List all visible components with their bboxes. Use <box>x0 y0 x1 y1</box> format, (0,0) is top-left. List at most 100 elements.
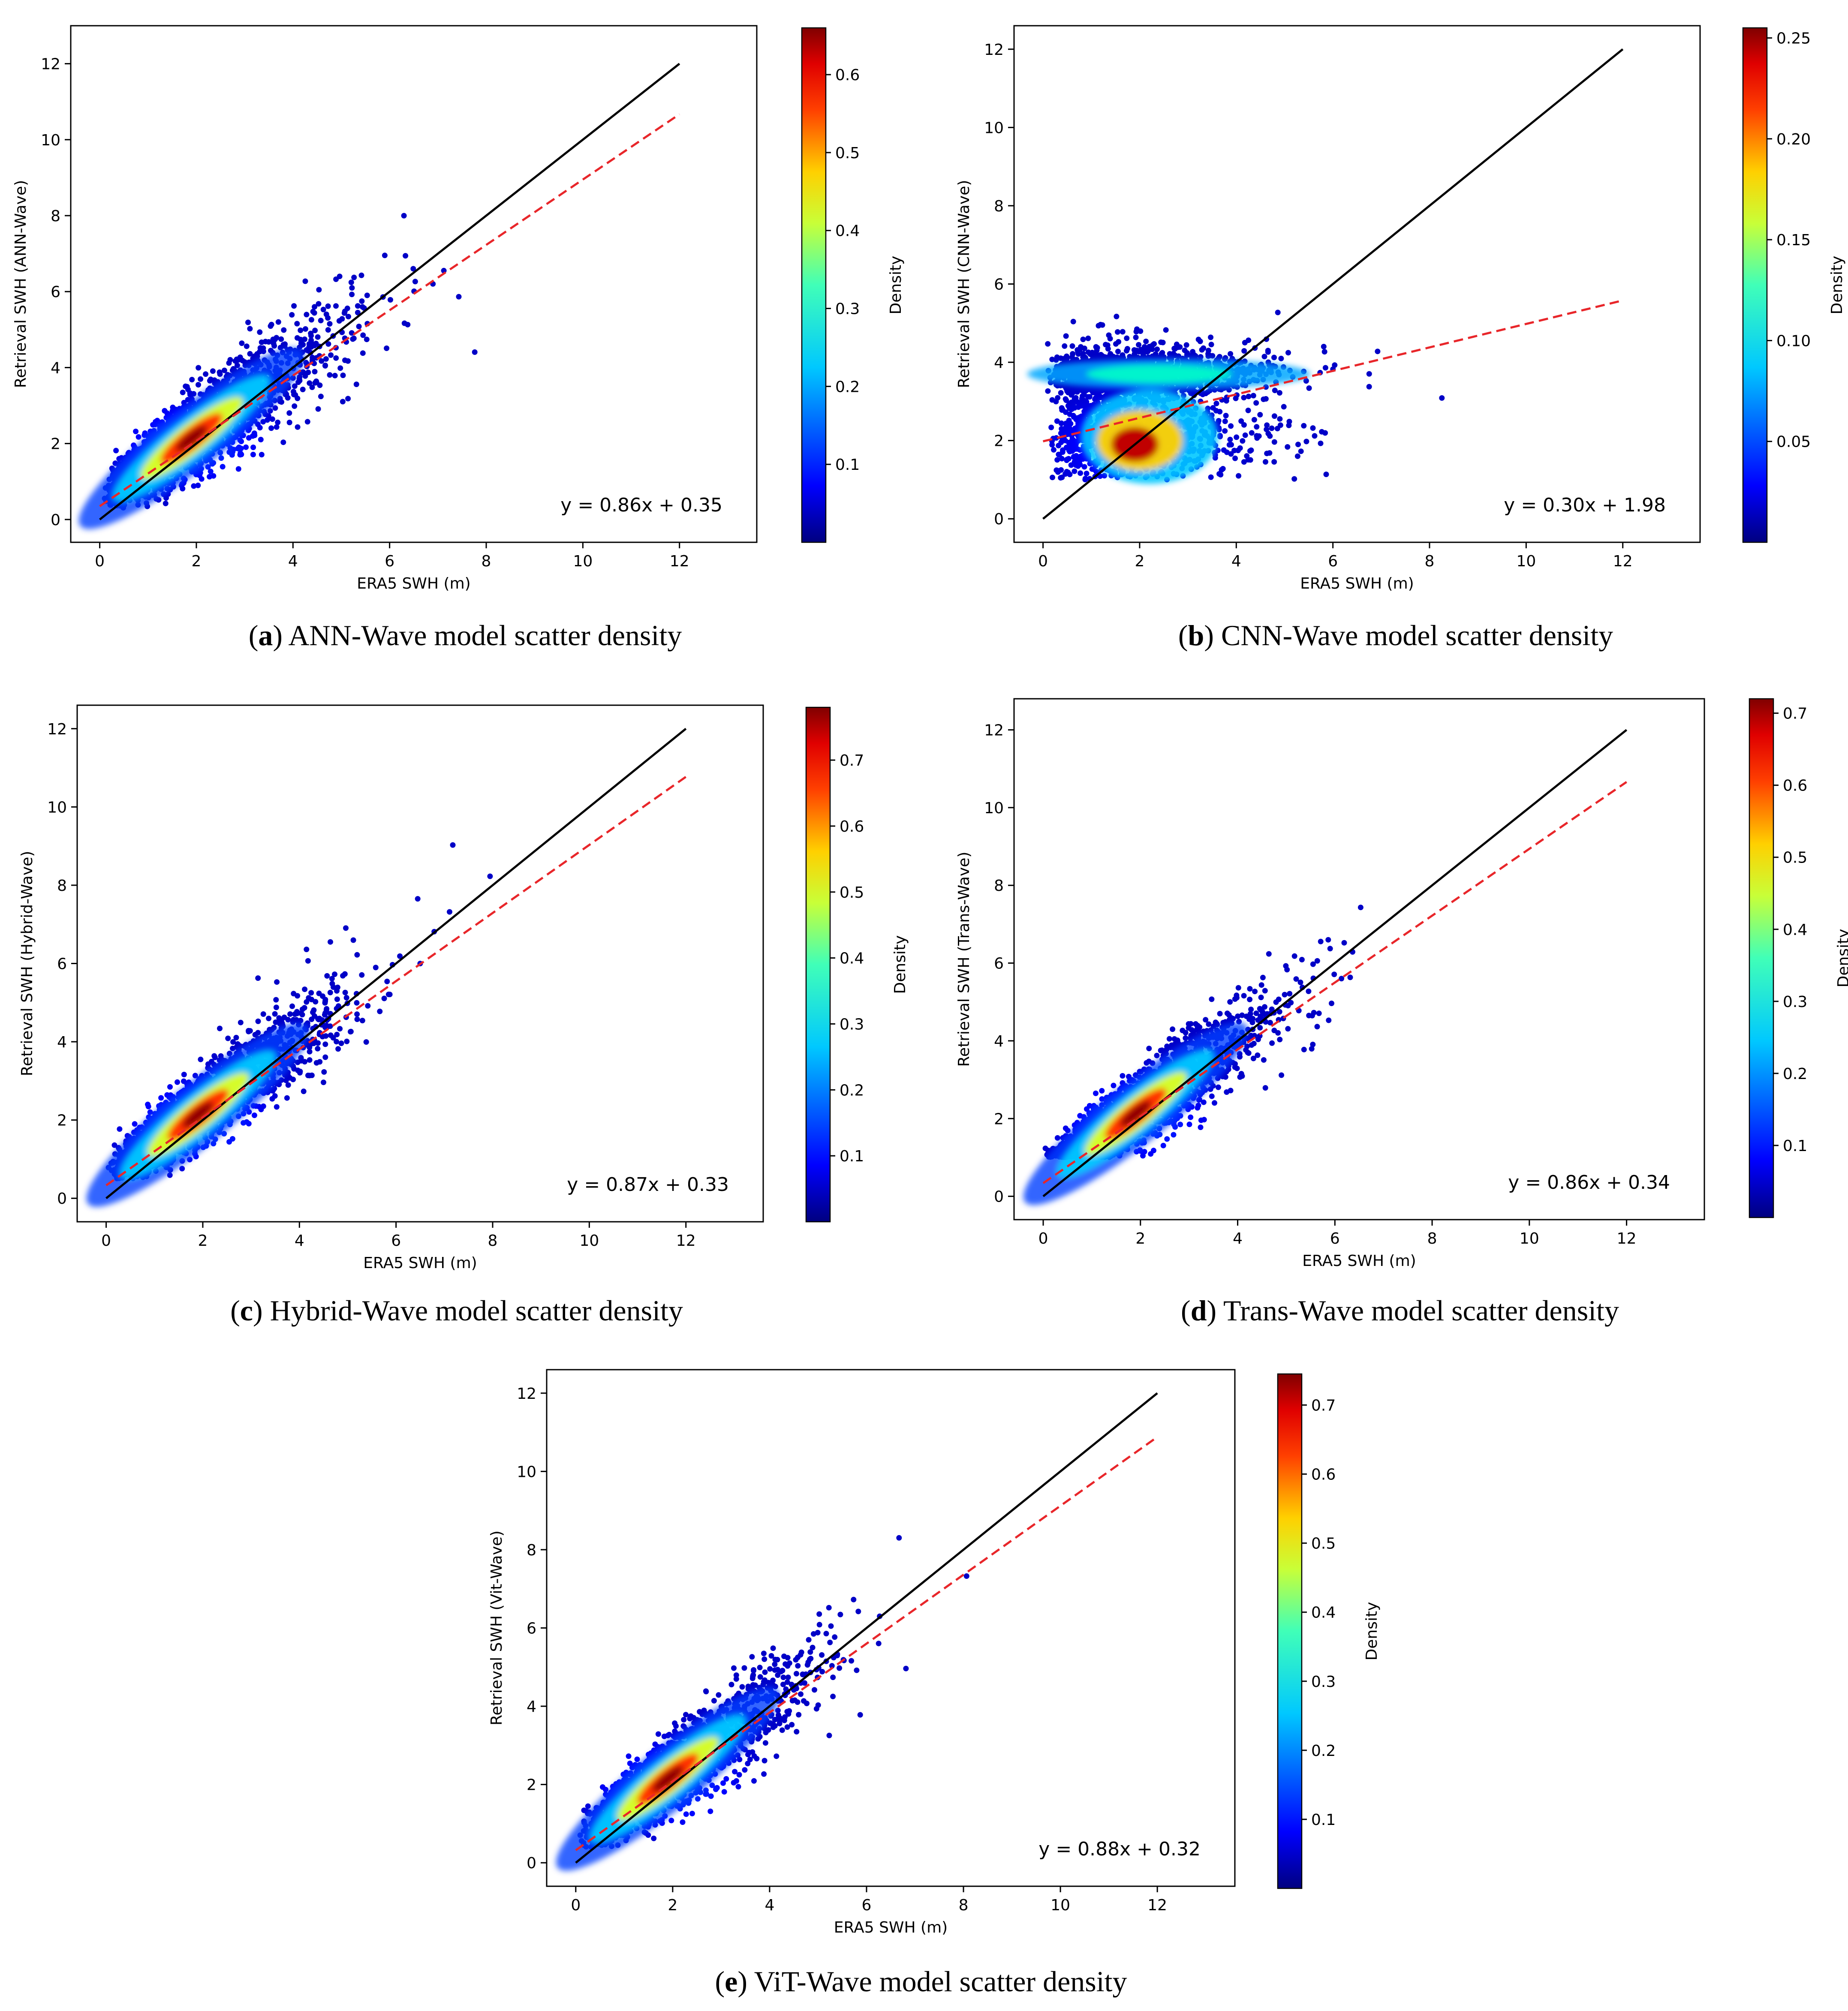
scatter-point <box>191 483 197 489</box>
scatter-point <box>312 328 318 334</box>
scatter-point <box>220 464 226 470</box>
scatter-point <box>307 380 313 386</box>
scatter-point <box>1212 387 1218 393</box>
scatter-point <box>342 357 348 363</box>
scatter-point <box>1223 413 1229 418</box>
scatter-point <box>1254 424 1260 430</box>
scatter-point <box>312 304 317 310</box>
scatter-point <box>1205 353 1211 359</box>
scatter-point <box>208 469 214 475</box>
y-tick-label: 2 <box>51 436 60 453</box>
scatter-point <box>325 303 331 309</box>
scatter-point <box>327 321 333 327</box>
scatter-point <box>278 336 284 342</box>
scatter-point <box>325 315 331 321</box>
scatter-point <box>312 369 318 375</box>
caption-letter: a <box>258 619 273 652</box>
scatter-point <box>232 358 238 364</box>
scatter-point <box>259 452 265 457</box>
scatter-point <box>1264 422 1270 428</box>
scatter-point <box>1274 426 1280 432</box>
scatter-point <box>1306 385 1312 391</box>
scatter-point <box>1228 423 1234 429</box>
scatter-point <box>195 482 201 488</box>
scatter-point <box>1251 417 1257 423</box>
scatter-point <box>1063 397 1069 403</box>
scatter-point <box>1084 471 1090 476</box>
regression-equation: y = 0.86x + 0.35 <box>560 494 722 516</box>
scatter-point <box>382 253 388 259</box>
scatter-point <box>1077 470 1084 476</box>
scatter-point <box>295 379 301 385</box>
scatter-point <box>1286 422 1292 428</box>
scatter-point <box>163 500 169 506</box>
scatter-point <box>336 318 342 324</box>
x-tick-label: 4 <box>288 553 298 570</box>
scatter-point <box>133 428 139 434</box>
scatter-point <box>257 425 263 431</box>
scatter-point <box>318 318 324 324</box>
scatter-point <box>1184 352 1190 358</box>
scatter-point <box>281 327 287 333</box>
scatter-point <box>1310 425 1316 431</box>
scatter-point <box>207 378 213 384</box>
scatter-point <box>353 382 359 387</box>
scatter-point <box>1242 432 1248 438</box>
scatter-point <box>1133 329 1139 335</box>
scatter-point <box>295 424 301 430</box>
scatter-point <box>1054 457 1060 463</box>
scatter-point <box>1233 395 1239 401</box>
scatter-point <box>316 301 322 307</box>
caption-text: ANN-Wave model scatter density <box>288 619 682 652</box>
colorbar-tick-label: 0.1 <box>835 456 860 474</box>
y-tick-label: 8 <box>51 207 60 225</box>
scatter-point <box>1318 440 1324 446</box>
scatter-point <box>1087 394 1093 400</box>
scatter-point <box>1197 338 1203 344</box>
scatter-point <box>135 434 141 440</box>
scatter-point <box>1200 391 1206 397</box>
scatter-point <box>1277 416 1283 422</box>
scatter-point <box>274 424 280 430</box>
scatter-point <box>1045 341 1051 347</box>
scatter-point <box>272 405 278 411</box>
scatter-point <box>1366 384 1372 390</box>
scatter-point <box>1074 389 1080 395</box>
scatter-point <box>1070 319 1076 325</box>
colorbar-tick-label: 0.3 <box>835 301 860 318</box>
scatter-point <box>304 419 310 425</box>
scatter-point <box>292 383 298 389</box>
x-tick-label: 0 <box>95 553 105 570</box>
scatter-point <box>1244 453 1250 459</box>
scatter-point <box>1257 412 1263 418</box>
x-tick-label: 10 <box>573 553 593 570</box>
scatter-point <box>1271 439 1277 445</box>
scatter-point <box>1096 323 1102 329</box>
scatter-point <box>244 343 250 349</box>
colorbar-label: Density <box>887 256 905 315</box>
scatter-point <box>1065 469 1071 475</box>
scatter-point <box>349 285 355 291</box>
scatter-point <box>1154 346 1160 352</box>
scatter-point <box>1213 408 1219 414</box>
scatter-point <box>1312 433 1318 439</box>
scatter-point <box>1366 371 1372 377</box>
scatter-point <box>246 435 252 441</box>
scatter-point <box>350 336 356 342</box>
scatter-point <box>1271 459 1277 465</box>
scatter-point <box>323 356 329 362</box>
scatter-point <box>360 350 366 356</box>
scatter-point <box>308 333 314 339</box>
scatter-point <box>1059 475 1065 480</box>
scatter-point <box>309 384 315 390</box>
scatter-point <box>1223 398 1229 404</box>
scatter-point <box>328 352 334 358</box>
scatter-point <box>1199 347 1205 353</box>
scatter-point <box>221 367 227 373</box>
scatter-point <box>268 425 274 431</box>
panel-caption: (a) ANN-Wave model scatter density <box>249 619 682 652</box>
scatter-point <box>1265 349 1271 355</box>
